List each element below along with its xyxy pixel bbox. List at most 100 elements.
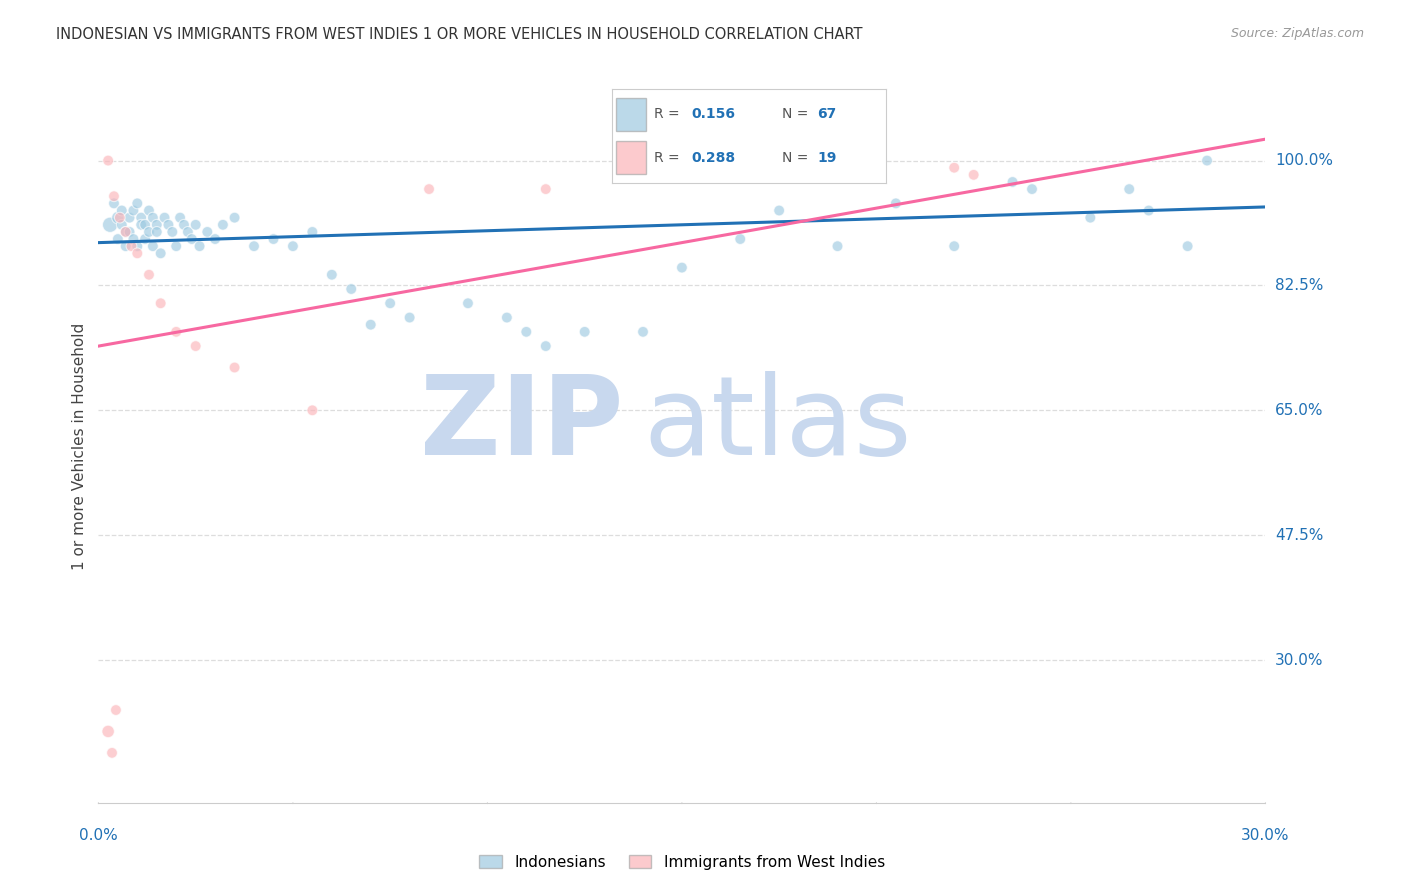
- Point: [243, 239, 266, 253]
- Point: [515, 325, 537, 339]
- Point: [118, 211, 141, 225]
- Point: [180, 232, 202, 246]
- Point: [281, 239, 304, 253]
- Point: [224, 211, 246, 225]
- Point: [142, 211, 165, 225]
- Point: [146, 225, 169, 239]
- Point: [169, 211, 191, 225]
- Text: 65.0%: 65.0%: [1275, 403, 1323, 417]
- Point: [884, 196, 907, 211]
- Point: [534, 182, 557, 196]
- Point: [138, 268, 160, 282]
- Point: [127, 196, 149, 211]
- Point: [114, 225, 136, 239]
- Point: [162, 225, 184, 239]
- Text: 0.156: 0.156: [692, 108, 735, 121]
- Text: INDONESIAN VS IMMIGRANTS FROM WEST INDIES 1 OR MORE VEHICLES IN HOUSEHOLD CORREL: INDONESIAN VS IMMIGRANTS FROM WEST INDIE…: [56, 27, 863, 42]
- Point: [1195, 153, 1218, 168]
- Point: [1118, 182, 1140, 196]
- Point: [195, 225, 218, 239]
- Point: [398, 310, 420, 325]
- Text: 0.0%: 0.0%: [79, 828, 118, 843]
- Point: [1001, 175, 1024, 189]
- Text: atlas: atlas: [643, 371, 911, 478]
- Point: [108, 211, 131, 225]
- Point: [301, 225, 323, 239]
- Point: [262, 232, 284, 246]
- Point: [127, 239, 149, 253]
- Point: [321, 268, 343, 282]
- Point: [827, 239, 849, 253]
- Point: [224, 360, 246, 375]
- Point: [142, 239, 165, 253]
- Text: 30.0%: 30.0%: [1241, 828, 1289, 843]
- Point: [111, 218, 134, 232]
- Point: [97, 153, 120, 168]
- Point: [534, 339, 557, 353]
- Point: [153, 211, 176, 225]
- Point: [768, 203, 790, 218]
- Point: [671, 260, 693, 275]
- Point: [104, 703, 127, 717]
- Point: [165, 325, 187, 339]
- Point: [103, 196, 125, 211]
- Point: [378, 296, 402, 310]
- Point: [107, 211, 129, 225]
- Text: R =: R =: [654, 108, 685, 121]
- Point: [98, 218, 121, 232]
- Point: [962, 168, 984, 182]
- Point: [360, 318, 382, 332]
- Point: [184, 339, 207, 353]
- Point: [631, 325, 654, 339]
- Point: [574, 325, 596, 339]
- Point: [1021, 182, 1043, 196]
- Text: 0.288: 0.288: [692, 151, 735, 164]
- Point: [165, 239, 187, 253]
- Text: N =: N =: [782, 108, 813, 121]
- Point: [127, 246, 149, 260]
- Point: [457, 296, 479, 310]
- Text: 67: 67: [817, 108, 837, 121]
- Text: 100.0%: 100.0%: [1275, 153, 1333, 168]
- Point: [107, 232, 129, 246]
- Text: Source: ZipAtlas.com: Source: ZipAtlas.com: [1230, 27, 1364, 40]
- Point: [134, 218, 156, 232]
- Point: [340, 282, 363, 296]
- Point: [129, 218, 152, 232]
- Legend: Indonesians, Immigrants from West Indies: Indonesians, Immigrants from West Indies: [471, 847, 893, 877]
- Point: [122, 232, 145, 246]
- Point: [134, 232, 156, 246]
- Point: [188, 239, 211, 253]
- Text: ZIP: ZIP: [420, 371, 623, 478]
- Point: [146, 218, 169, 232]
- Text: R =: R =: [654, 151, 685, 164]
- Point: [1137, 203, 1160, 218]
- Y-axis label: 1 or more Vehicles in Household: 1 or more Vehicles in Household: [72, 322, 87, 570]
- Point: [111, 203, 134, 218]
- FancyBboxPatch shape: [616, 141, 645, 175]
- Point: [101, 746, 124, 760]
- Point: [943, 239, 966, 253]
- Text: 19: 19: [817, 151, 837, 164]
- Point: [121, 239, 143, 253]
- Point: [1177, 239, 1199, 253]
- Point: [1080, 211, 1102, 225]
- Point: [212, 218, 235, 232]
- Text: 30.0%: 30.0%: [1275, 653, 1323, 667]
- Point: [173, 218, 195, 232]
- Point: [103, 189, 125, 203]
- Text: 47.5%: 47.5%: [1275, 528, 1323, 542]
- Point: [122, 203, 145, 218]
- Text: N =: N =: [782, 151, 813, 164]
- Point: [118, 225, 141, 239]
- Point: [943, 161, 966, 175]
- Text: 82.5%: 82.5%: [1275, 278, 1323, 293]
- Point: [114, 239, 136, 253]
- Point: [184, 218, 207, 232]
- Point: [418, 182, 440, 196]
- Point: [114, 225, 136, 239]
- Point: [138, 203, 160, 218]
- Point: [204, 232, 226, 246]
- Point: [138, 225, 160, 239]
- Point: [728, 232, 751, 246]
